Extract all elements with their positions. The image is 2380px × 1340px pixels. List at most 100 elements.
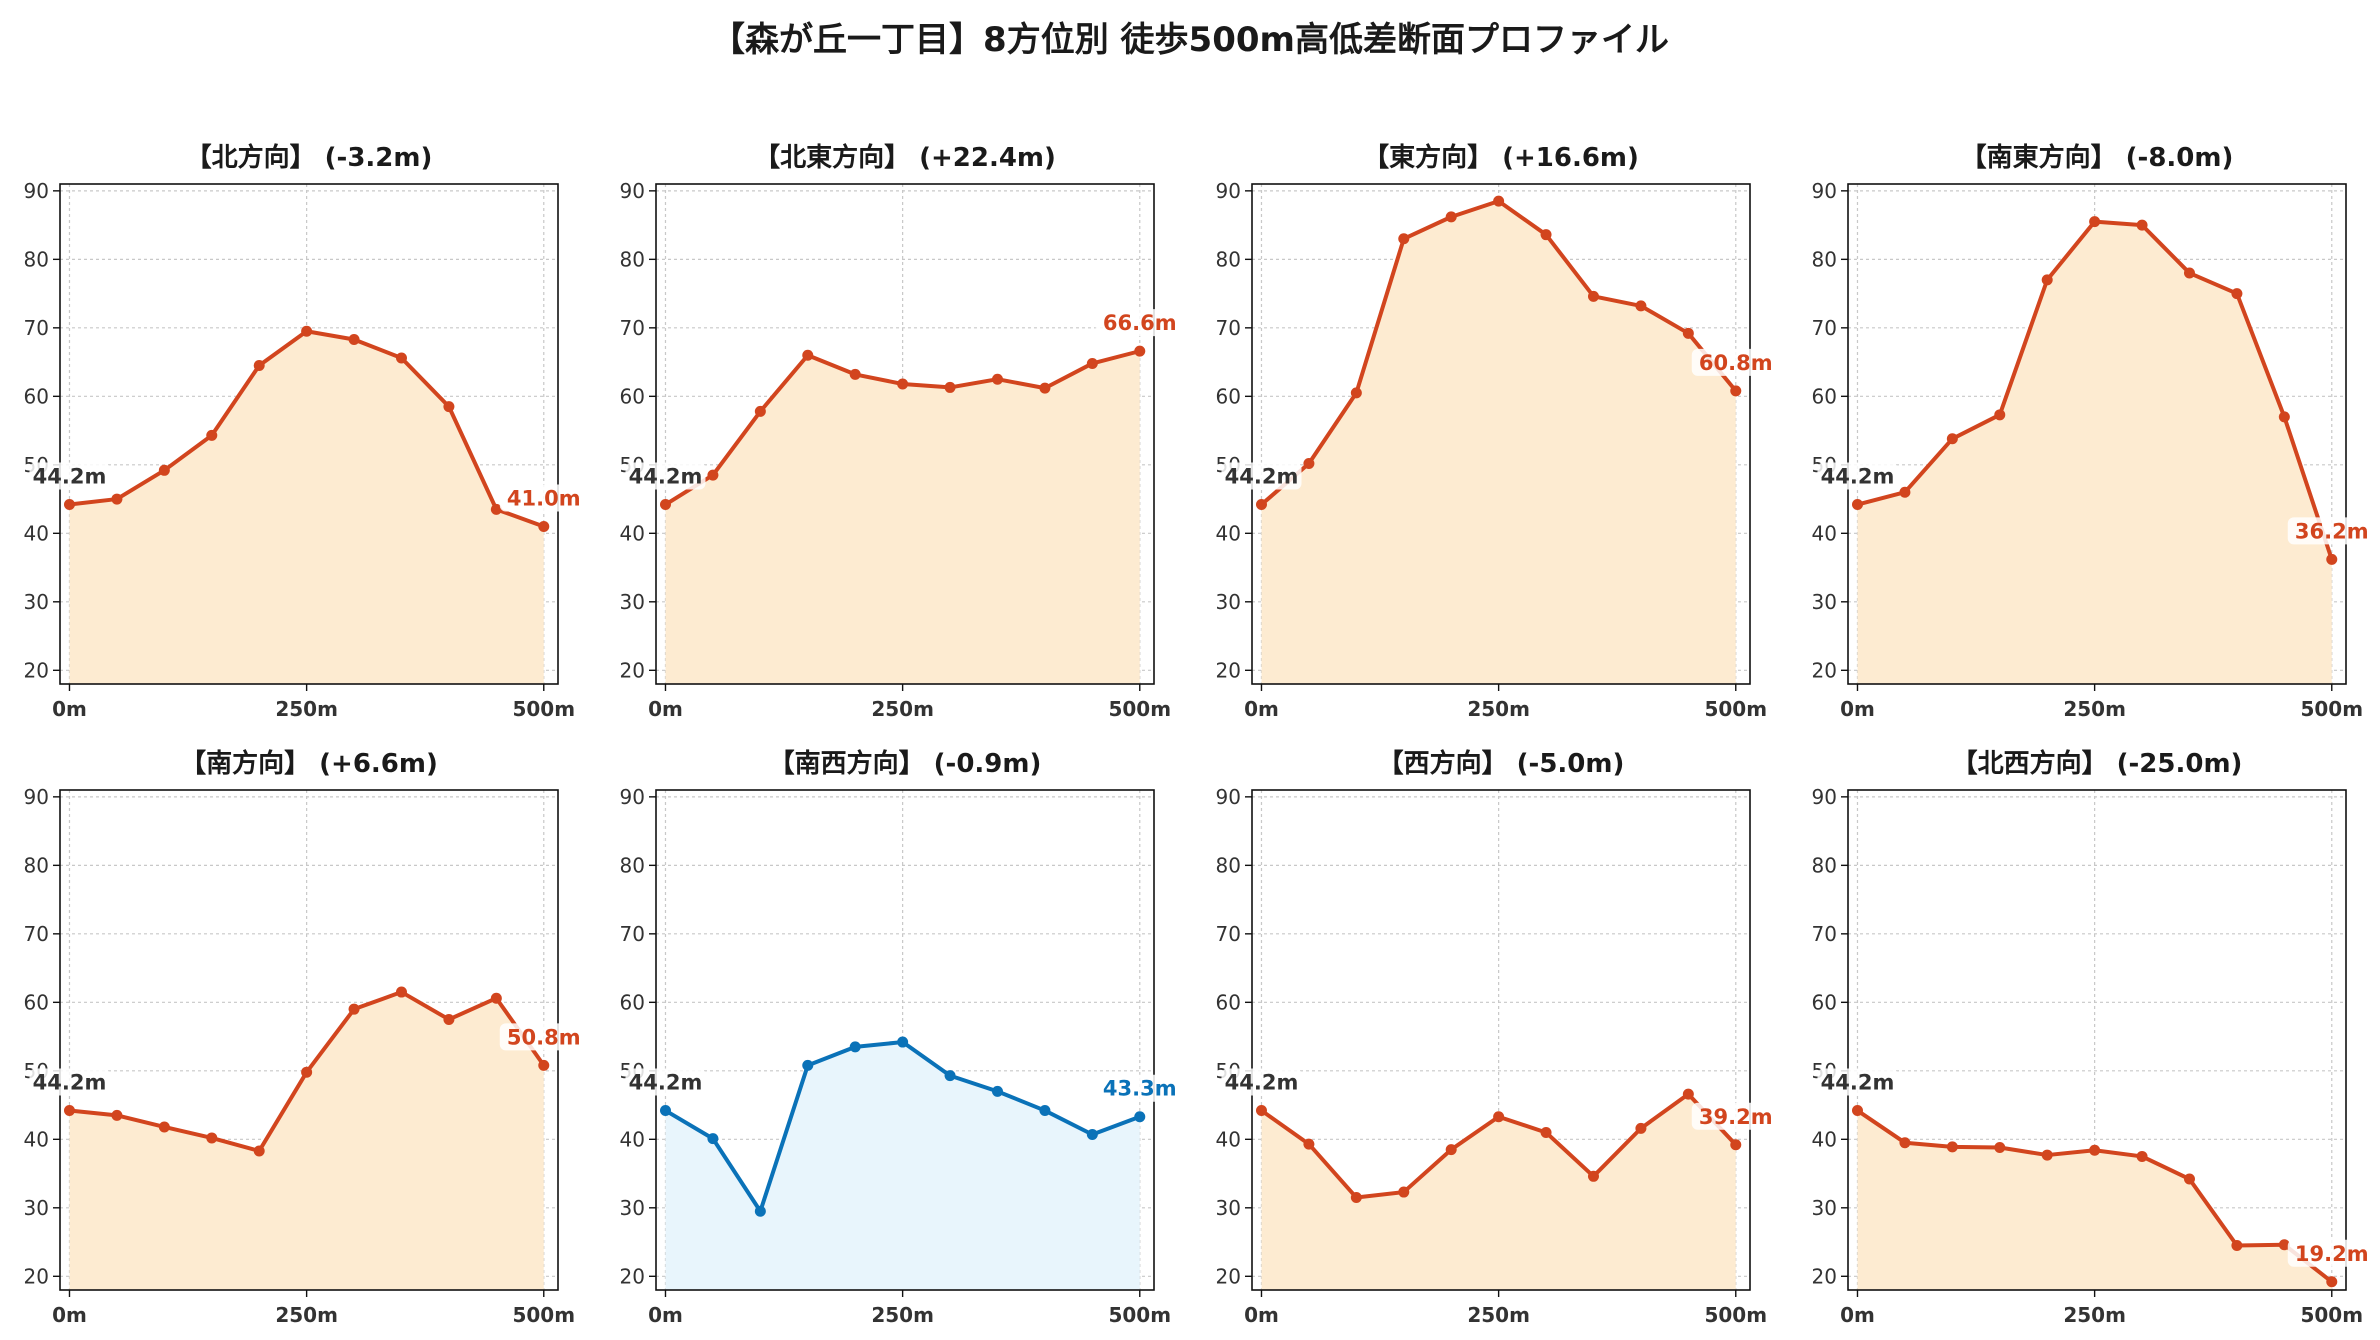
axes-frame (1847, 789, 2347, 1291)
ytick-label: 20 (620, 1264, 645, 1288)
subplot-5: 20304050607080900m250m500m【南西方向】 (-0.9m)… (620, 748, 1184, 1327)
data-point (301, 325, 313, 337)
ytick-label: 60 (620, 384, 645, 408)
xtick-label: 0m (52, 697, 87, 721)
data-point (2136, 219, 2148, 231)
xtick-label: 500m (1108, 1303, 1171, 1327)
data-point (1398, 1186, 1410, 1198)
end-label: 39.2m (1699, 1105, 1773, 1129)
data-point (944, 381, 956, 393)
axes-frame (655, 789, 1155, 1291)
subplot-2: 20304050607080900m250m500m【東方向】 (+16.6m)… (1216, 142, 1780, 721)
data-point (1039, 382, 1051, 394)
end-label-box (1095, 309, 1184, 337)
data-point (991, 1085, 1003, 1097)
ytick-label: 80 (1812, 247, 1837, 271)
end-label: 19.2m (2295, 1242, 2369, 1266)
data-point (1255, 1105, 1267, 1117)
data-point (1851, 1105, 1863, 1117)
end-label-box (499, 484, 588, 512)
ytick-label: 80 (24, 247, 49, 271)
data-point (1134, 1111, 1146, 1123)
ytick-label: 30 (1812, 590, 1837, 614)
start-label: 44.2m (629, 465, 703, 489)
xtick-label: 250m (1467, 1303, 1530, 1327)
data-point (2278, 1239, 2290, 1251)
data-point (253, 360, 265, 372)
data-point (659, 499, 671, 511)
data-point (348, 333, 360, 345)
area-fill (665, 1042, 1140, 1290)
data-point (1303, 1138, 1315, 1150)
area-fill (69, 331, 544, 684)
ytick-label: 30 (1216, 590, 1241, 614)
data-point (1946, 433, 1958, 445)
data-point (1445, 211, 1457, 223)
ytick-label: 70 (1216, 316, 1241, 340)
xtick-label: 500m (1704, 697, 1767, 721)
data-point (2041, 274, 2053, 286)
data-point (802, 349, 814, 361)
data-point (2183, 1173, 2195, 1185)
start-label: 44.2m (1821, 465, 1895, 489)
subplot-title: 【東方向】 (+16.6m) (1363, 142, 1639, 173)
subplot-1: 20304050607080900m250m500m【北東方向】 (+22.4m… (620, 142, 1184, 721)
area-fill (1857, 221, 2332, 684)
xtick-label: 0m (648, 1303, 683, 1327)
ytick-label: 60 (1812, 384, 1837, 408)
area-fill (69, 992, 544, 1290)
end-label-box (2287, 1239, 2376, 1267)
data-point (63, 499, 75, 511)
subplot-4: 20304050607080900m250m500m【南方向】 (+6.6m)4… (24, 748, 588, 1327)
data-point (1730, 1139, 1742, 1151)
data-point (2089, 1144, 2101, 1156)
data-point (1350, 387, 1362, 399)
data-point (301, 1066, 313, 1078)
subplot-6: 20304050607080900m250m500m【西方向】 (-5.0m)4… (1216, 748, 1780, 1327)
end-label-box (2287, 517, 2376, 545)
ytick-label: 40 (24, 521, 49, 545)
axes-frame (1251, 183, 1751, 685)
ytick-label: 80 (620, 853, 645, 877)
ytick-label: 90 (24, 785, 49, 809)
xtick-label: 500m (2300, 1303, 2363, 1327)
xtick-label: 0m (1840, 1303, 1875, 1327)
ytick-label: 20 (24, 1264, 49, 1288)
ytick-label: 40 (24, 1127, 49, 1151)
ytick-label: 40 (620, 521, 645, 545)
xtick-label: 500m (1108, 697, 1171, 721)
end-label: 36.2m (2295, 519, 2369, 543)
ytick-label: 20 (1216, 658, 1241, 682)
data-point (1682, 1088, 1694, 1100)
end-label: 43.3m (1103, 1077, 1177, 1101)
data-point (1445, 1144, 1457, 1156)
subplot-title: 【北西方向】 (-25.0m) (1952, 748, 2243, 779)
xtick-label: 500m (512, 697, 575, 721)
ytick-label: 40 (1216, 521, 1241, 545)
subplot-title: 【南方向】 (+6.6m) (180, 748, 438, 779)
end-label-box (1691, 348, 1780, 376)
data-point (1994, 409, 2006, 421)
xtick-label: 500m (2300, 697, 2363, 721)
subplot-title: 【西方向】 (-5.0m) (1378, 748, 1625, 779)
data-point (158, 1121, 170, 1133)
ytick-label: 90 (1812, 179, 1837, 203)
end-label: 41.0m (507, 486, 581, 510)
data-point (206, 429, 218, 441)
ytick-label: 90 (1216, 179, 1241, 203)
ytick-label: 20 (1216, 1264, 1241, 1288)
start-label: 44.2m (1225, 465, 1299, 489)
data-point (1540, 229, 1552, 241)
data-point (395, 352, 407, 364)
ytick-label: 70 (1812, 922, 1837, 946)
ytick-label: 60 (1216, 384, 1241, 408)
xtick-label: 0m (1840, 697, 1875, 721)
ytick-label: 90 (620, 179, 645, 203)
start-label: 44.2m (33, 465, 107, 489)
data-point (707, 469, 719, 481)
data-point (1540, 1126, 1552, 1138)
xtick-label: 250m (2063, 1303, 2126, 1327)
end-label-box (1691, 1102, 1780, 1130)
data-point (348, 1003, 360, 1015)
